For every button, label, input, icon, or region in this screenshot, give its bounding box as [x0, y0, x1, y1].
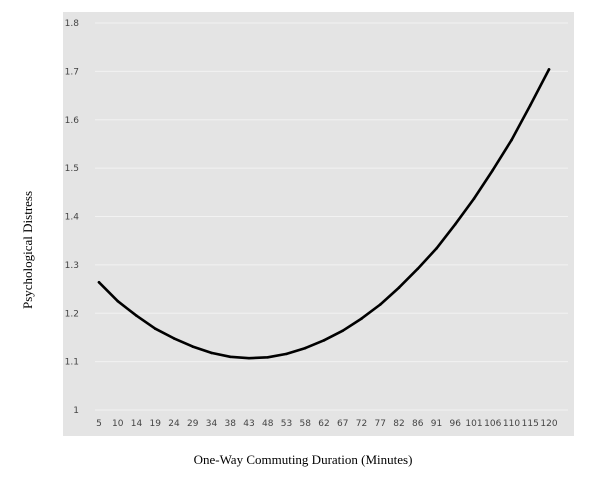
y-tick-label: 1.6 [65, 116, 80, 126]
data-points [97, 68, 551, 360]
data-point [360, 317, 363, 320]
y-tick-label: 1.3 [65, 261, 79, 271]
data-point [397, 286, 401, 289]
gridlines [95, 22, 568, 411]
data-point [472, 197, 476, 200]
x-tick-label: 120 [540, 419, 557, 429]
y-tick-label: 1.1 [65, 358, 79, 368]
x-tick-label: 101 [465, 419, 482, 429]
data-point [341, 329, 345, 332]
data-point [416, 267, 420, 271]
x-tick-label: 53 [281, 419, 292, 429]
x-tick-label: 14 [131, 419, 143, 429]
y-tick-label: 1.5 [65, 164, 79, 174]
x-tick-label: 110 [503, 419, 520, 429]
data-point [153, 327, 157, 331]
y-axis-title: Psychological Distress [20, 191, 35, 309]
x-tick-label: 77 [375, 419, 386, 429]
data-point [266, 355, 270, 359]
x-tick-label: 10 [112, 419, 124, 429]
x-tick-label: 43 [243, 419, 254, 429]
data-point [435, 247, 438, 250]
x-tick-labels: 5 10 14 19 24 29 34 38 43 48 53 58 62 67 72 77 82 86 91 96 1… [96, 419, 558, 429]
data-point [378, 303, 382, 306]
x-tick-label: 86 [412, 419, 424, 429]
y-tick-label: 1.4 [65, 213, 80, 223]
data-point [97, 280, 101, 284]
data-point [191, 345, 195, 348]
data-point [228, 355, 232, 359]
data-point [285, 352, 288, 356]
data-point [172, 337, 176, 340]
plot-area [63, 12, 574, 436]
x-tick-label: 115 [522, 419, 539, 429]
y-tick-label: 1 [73, 406, 79, 416]
data-point [247, 356, 251, 360]
x-tick-label: 48 [262, 419, 274, 429]
data-point [547, 68, 551, 71]
x-tick-label: 58 [300, 419, 312, 429]
x-tick-label: 82 [393, 419, 404, 429]
data-point [491, 168, 495, 172]
x-tick-label: 72 [356, 419, 367, 429]
x-tick-label: 96 [450, 419, 462, 429]
x-tick-label: 5 [96, 419, 102, 429]
data-point [453, 222, 457, 226]
x-tick-label: 106 [484, 419, 501, 429]
data-point [303, 346, 307, 350]
x-axis-title: One-Way Commuting Duration (Minutes) [194, 452, 413, 467]
x-tick-label: 91 [431, 419, 442, 429]
y-tick-label: 1.8 [65, 19, 80, 29]
data-point [510, 138, 513, 142]
data-point [210, 351, 213, 355]
data-point [116, 299, 120, 303]
y-tick-label: 1.2 [65, 309, 79, 319]
x-tick-label: 24 [168, 419, 180, 429]
x-tick-label: 67 [337, 419, 348, 429]
y-tick-labels: 1 1.1 1.2 1.3 1.4 1.5 1.6 1.7 1.8 [65, 19, 80, 416]
data-point [135, 314, 138, 317]
x-tick-label: 29 [187, 419, 199, 429]
x-tick-label: 62 [318, 419, 329, 429]
x-tick-label: 38 [225, 419, 237, 429]
y-tick-label: 1.7 [65, 67, 79, 77]
x-tick-label: 19 [150, 419, 162, 429]
data-point [322, 339, 326, 342]
data-point [528, 103, 532, 107]
x-tick-label: 34 [206, 419, 218, 429]
